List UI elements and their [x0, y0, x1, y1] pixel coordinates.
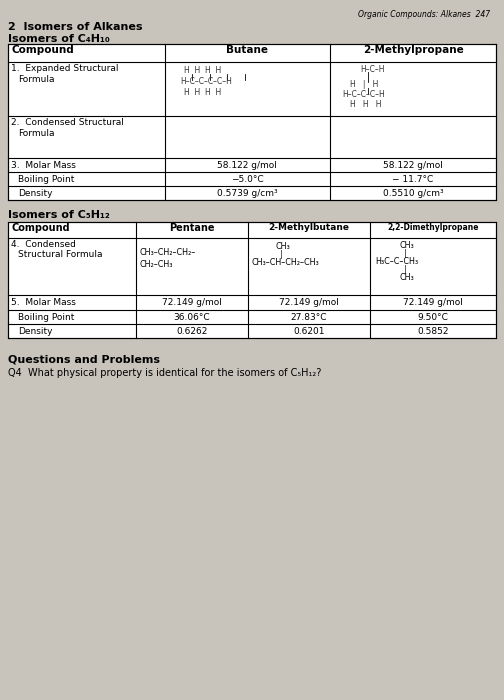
Text: H   |   H: H | H: [350, 80, 379, 89]
Text: CH₃: CH₃: [400, 273, 415, 282]
Text: 2.  Condensed Structural: 2. Condensed Structural: [11, 118, 124, 127]
Text: CH₃: CH₃: [276, 242, 291, 251]
Text: Organic Compounds: Alkanes  247: Organic Compounds: Alkanes 247: [358, 10, 490, 19]
Text: Questions and Problems: Questions and Problems: [8, 355, 160, 365]
Text: 2  Isomers of Alkanes: 2 Isomers of Alkanes: [8, 22, 143, 32]
Bar: [8, 222, 496, 338]
Text: |: |: [404, 249, 407, 258]
Text: Boiling Point: Boiling Point: [18, 312, 75, 321]
Text: Formula: Formula: [18, 75, 54, 84]
Text: |: |: [280, 250, 283, 259]
Text: H   H   H: H H H: [350, 100, 382, 109]
Text: 4.  Condensed: 4. Condensed: [11, 240, 76, 249]
Text: Compound: Compound: [11, 223, 70, 233]
Text: Q4  What physical property is identical for the isomers of C₅H₁₂?: Q4 What physical property is identical f…: [8, 368, 322, 378]
Text: 1.  Expanded Structural: 1. Expanded Structural: [11, 64, 118, 73]
Text: 2-Methylbutane: 2-Methylbutane: [269, 223, 349, 232]
Text: CH₃: CH₃: [400, 241, 415, 250]
Text: CH₂–CH₃: CH₂–CH₃: [139, 260, 172, 269]
Bar: [8, 44, 496, 200]
Text: 36.06°C: 36.06°C: [174, 312, 210, 321]
Text: 2,2-Dimethylpropane: 2,2-Dimethylpropane: [387, 223, 479, 232]
Text: Isomers of C₄H₁₀: Isomers of C₄H₁₀: [8, 34, 110, 44]
Text: 72.149 g/mol: 72.149 g/mol: [279, 298, 339, 307]
Text: 27.83°C: 27.83°C: [291, 312, 327, 321]
Text: H–C–H: H–C–H: [360, 65, 385, 74]
Text: 72.149 g/mol: 72.149 g/mol: [162, 298, 222, 307]
Text: 0.6262: 0.6262: [176, 326, 208, 335]
Text: 9.50°C: 9.50°C: [417, 312, 449, 321]
Text: H₃C–C–CH₃: H₃C–C–CH₃: [375, 257, 418, 266]
Text: Compound: Compound: [11, 45, 74, 55]
Text: Isomers of C₅H₁₂: Isomers of C₅H₁₂: [8, 210, 110, 220]
Text: Structural Formula: Structural Formula: [18, 250, 102, 259]
Text: Density: Density: [18, 188, 52, 197]
Text: H  H  H  H: H H H H: [184, 66, 221, 75]
Text: |: |: [404, 265, 407, 274]
Text: 0.5510 g/cm³: 0.5510 g/cm³: [383, 188, 444, 197]
Text: 0.6201: 0.6201: [293, 326, 325, 335]
Text: H–C–C–C–C–H: H–C–C–C–C–H: [180, 77, 232, 86]
Text: 0.5852: 0.5852: [417, 326, 449, 335]
Text: 5.  Molar Mass: 5. Molar Mass: [11, 298, 76, 307]
Text: Butane: Butane: [226, 45, 268, 55]
Text: 3.  Molar Mass: 3. Molar Mass: [11, 160, 76, 169]
Text: Boiling Point: Boiling Point: [18, 174, 75, 183]
Text: CH₃–CH₂–CH₂–: CH₃–CH₂–CH₂–: [139, 248, 195, 257]
Text: 72.149 g/mol: 72.149 g/mol: [403, 298, 463, 307]
Text: 2-Methylpropane: 2-Methylpropane: [362, 45, 463, 55]
Text: 58.122 g/mol: 58.122 g/mol: [217, 160, 277, 169]
Text: Pentane: Pentane: [169, 223, 215, 233]
Text: −5.0°C: −5.0°C: [231, 174, 263, 183]
Text: 0.5739 g/cm³: 0.5739 g/cm³: [217, 188, 277, 197]
Text: 58.122 g/mol: 58.122 g/mol: [383, 160, 443, 169]
Text: Density: Density: [18, 326, 52, 335]
Text: − 11.7°C: − 11.7°C: [393, 174, 433, 183]
Text: CH₃–CH–CH₂–CH₃: CH₃–CH–CH₂–CH₃: [251, 258, 319, 267]
Text: H–C–C–C–H: H–C–C–C–H: [342, 90, 385, 99]
Text: Formula: Formula: [18, 129, 54, 138]
Text: H  H  H  H: H H H H: [184, 88, 221, 97]
